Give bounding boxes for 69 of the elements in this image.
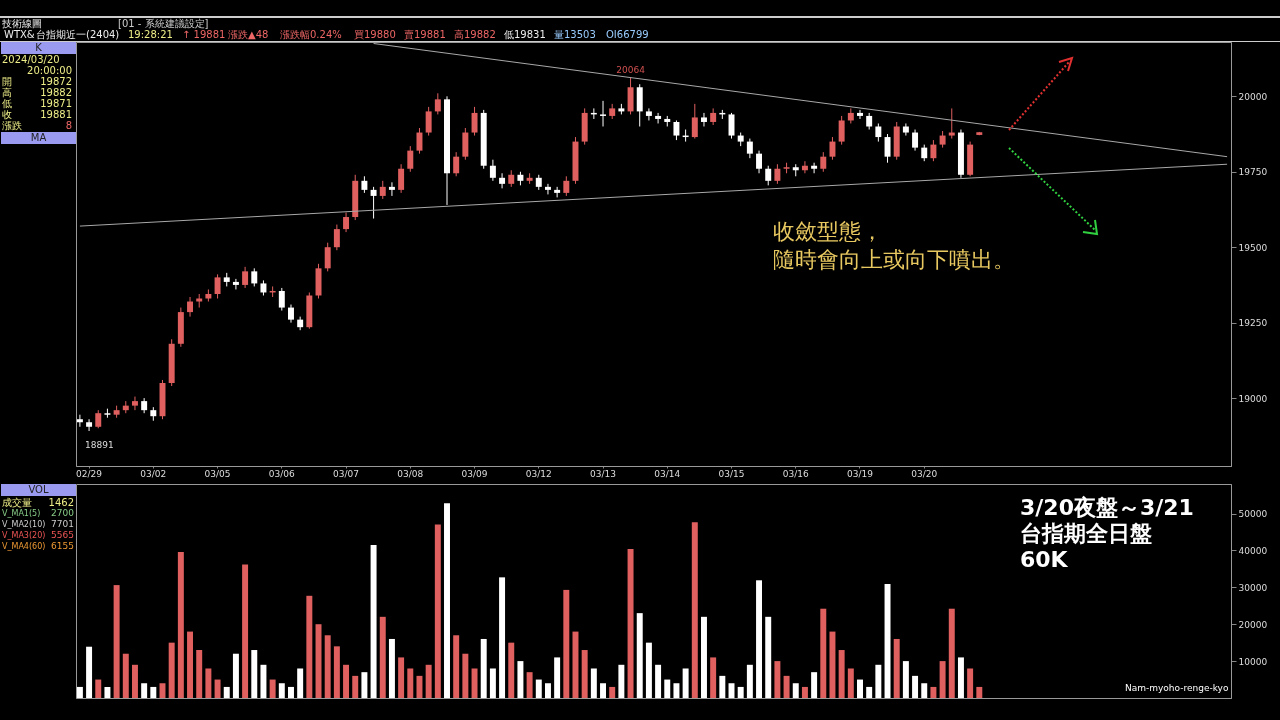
text: K <box>1 42 76 54</box>
text: 量13503 <box>554 29 596 40</box>
text: 賣19881 <box>404 29 446 40</box>
text: 低19831 <box>504 29 546 40</box>
y-tick-label: 40000 <box>1238 545 1268 556</box>
x-tick-label: 03/16 <box>782 468 809 479</box>
text: 8 <box>65 120 72 131</box>
x-tick-label: 03/15 <box>718 468 745 479</box>
text: 漲跌 <box>2 120 22 131</box>
y-tick-label: 19500 <box>1238 242 1268 253</box>
annotation: 20064 <box>616 65 646 76</box>
x-tick-label: 03/13 <box>590 468 616 479</box>
text: 19881 <box>40 109 72 120</box>
text: 高19882 <box>454 29 496 40</box>
text: 低 <box>2 98 12 109</box>
y-tick-label: 19000 <box>1238 393 1268 404</box>
text: 成交量 <box>2 497 32 508</box>
text: 2700 <box>51 508 74 518</box>
text: 1462 <box>48 497 74 508</box>
text: 收 <box>2 109 12 120</box>
annotation: Nam-myoho-renge-kyo <box>1125 683 1229 694</box>
text: V_MA4(60) <box>2 541 46 552</box>
text: 3/20夜盤～3/21 台指期全日盤 60K <box>1020 495 1194 573</box>
x-tick-label: 03/09 <box>461 468 488 479</box>
text: V_MA3(20) <box>2 530 46 541</box>
text: 20:00:00 <box>26 65 72 76</box>
text: 買19880 <box>354 29 396 40</box>
text: OI66799 <box>606 29 649 40</box>
text: 19882 <box>40 87 72 98</box>
annotation: 收斂型態， <box>773 218 883 246</box>
text: 19871 <box>40 98 72 109</box>
text: 6155 <box>51 541 74 551</box>
text: WTX& <box>4 29 35 40</box>
y-tick-label: 50000 <box>1238 509 1268 520</box>
text: 台指期近一(2404) <box>36 29 120 40</box>
text: ↑ 19881 <box>182 29 226 40</box>
y-tick-label: 10000 <box>1238 656 1268 667</box>
y-tick-label: 20000 <box>1238 619 1268 630</box>
x-tick-label: 03/02 <box>140 468 167 479</box>
annotation: 18891 <box>85 439 114 450</box>
annotation: 隨時會向上或向下噴出。 <box>773 246 1015 274</box>
text: 高 <box>2 87 12 98</box>
text: 漲跌▲48 <box>228 29 269 40</box>
text: 7701 <box>51 519 74 529</box>
x-tick-label: 03/06 <box>268 468 296 479</box>
x-tick-label: 03/05 <box>204 468 231 479</box>
text: 19872 <box>40 76 72 87</box>
text: V_MA2(10) <box>2 519 46 530</box>
text: V_MA1(5) <box>2 508 41 519</box>
text: 技術線圖 <box>2 18 42 29</box>
x-tick-label: 03/20 <box>911 468 938 479</box>
text: VOL <box>1 484 76 496</box>
text: MA <box>1 132 76 144</box>
text: 開 <box>2 76 12 87</box>
x-tick-label: 02/29 <box>76 468 103 479</box>
x-tick-label: 03/14 <box>654 468 681 479</box>
x-tick-label: 03/12 <box>525 468 552 479</box>
text: 19:28:21 <box>128 29 173 40</box>
y-tick-label: 19250 <box>1238 318 1268 329</box>
text: 5565 <box>51 530 74 540</box>
y-tick-label: 19750 <box>1238 167 1268 178</box>
y-tick-label: 20000 <box>1238 91 1268 102</box>
x-tick-label: 03/19 <box>847 468 874 479</box>
text: [01 - 系統建議設定] <box>118 18 209 29</box>
x-tick-label: 03/08 <box>397 468 424 479</box>
y-tick-label: 30000 <box>1238 582 1268 593</box>
text: 漲跌幅0.24% <box>280 29 342 40</box>
text: 2024/03/20 <box>2 54 60 65</box>
x-tick-label: 03/07 <box>333 468 360 479</box>
